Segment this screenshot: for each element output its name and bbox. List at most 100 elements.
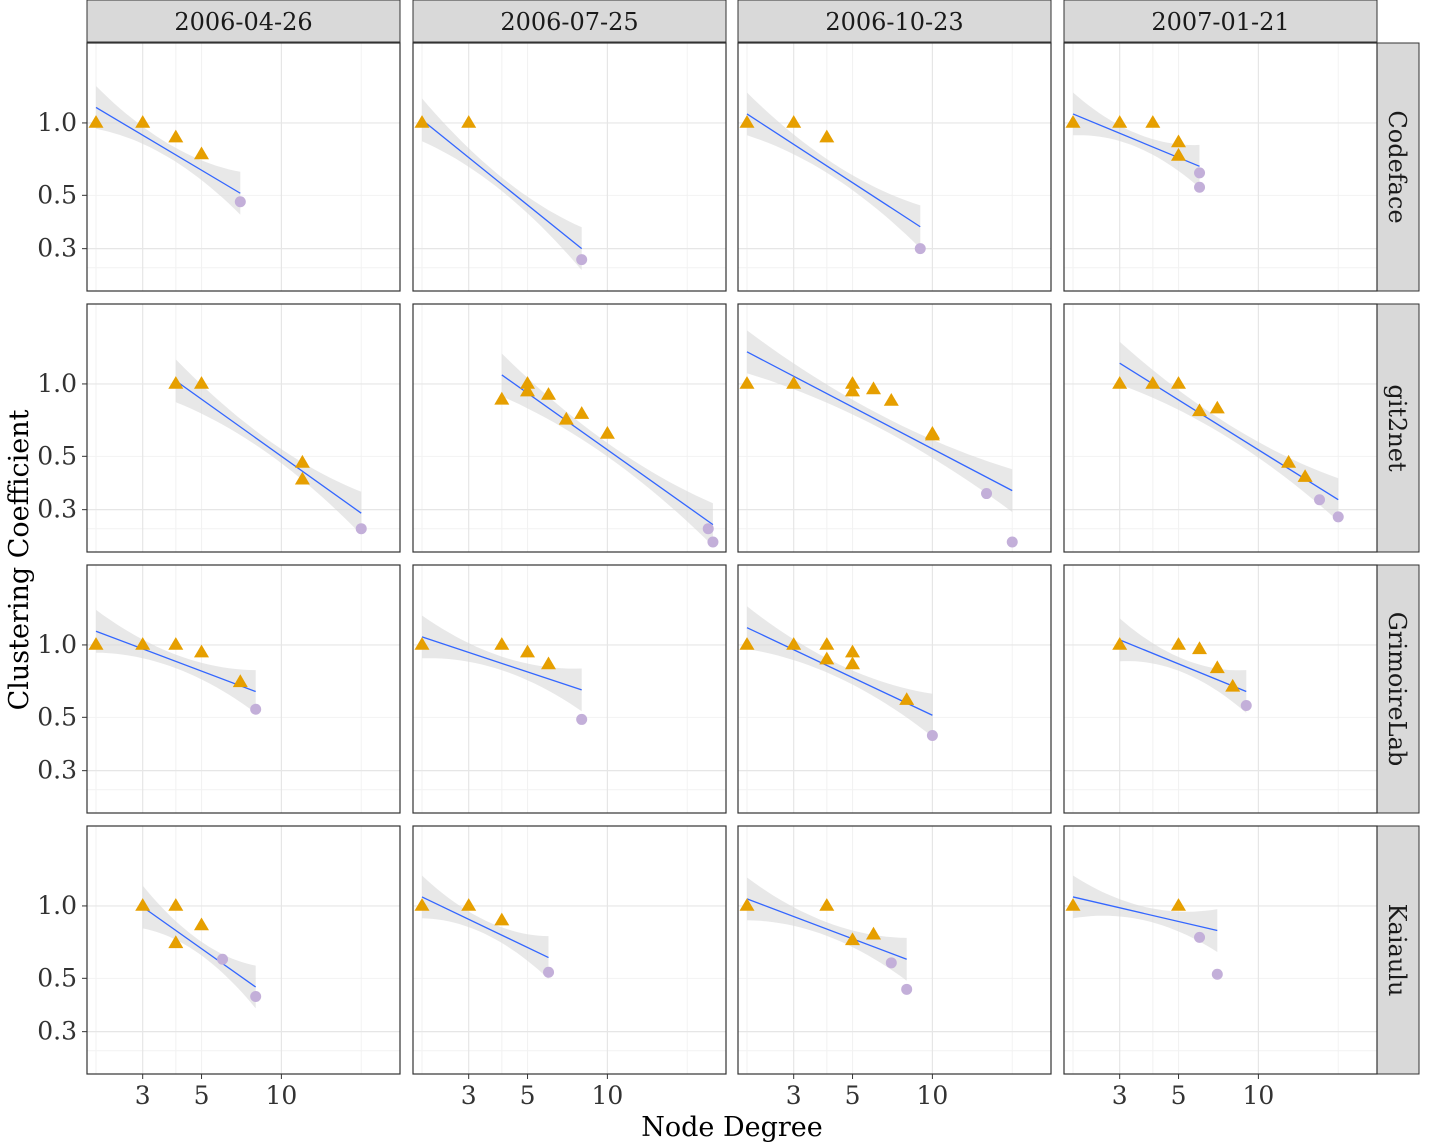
y-tick-label: 0.3: [37, 1017, 77, 1046]
data-point-triangle: [1112, 115, 1128, 128]
data-point-circle: [1194, 167, 1206, 179]
data-point-triangle: [558, 411, 574, 425]
fit-line: [501, 374, 714, 526]
panel: [412, 42, 727, 292]
fit-line: [1119, 639, 1247, 693]
fit-line: [746, 351, 1013, 492]
data-point-triangle: [88, 637, 104, 650]
data-point-triangle: [194, 644, 209, 658]
panel: [1063, 564, 1378, 814]
data-point-triangle: [786, 637, 802, 650]
data-point-triangle: [819, 898, 835, 911]
data-point-triangle: [1145, 115, 1161, 128]
panel: [412, 564, 727, 814]
panel: [737, 564, 1052, 814]
data-point-triangle: [845, 383, 860, 397]
data-point-triangle: [1171, 134, 1186, 148]
x-tick-label: 5: [845, 1081, 861, 1110]
data-point-triangle: [1171, 147, 1186, 161]
row-strip-label: GrimoireLab: [1383, 612, 1411, 767]
data-point-triangle: [232, 674, 248, 688]
data-point-triangle: [135, 898, 151, 911]
data-point-triangle: [414, 115, 430, 128]
data-point-circle: [707, 536, 719, 548]
panel-border: [86, 825, 401, 1075]
panel-background: [87, 43, 400, 291]
panel-border: [1063, 564, 1378, 814]
x-tick-label: 3: [461, 1081, 477, 1110]
data-point-triangle: [194, 376, 209, 389]
data-point-triangle: [845, 376, 860, 389]
panel: [1063, 303, 1378, 553]
data-point-circle: [885, 957, 897, 969]
data-point-triangle: [1281, 454, 1297, 468]
data-point-circle: [217, 953, 229, 965]
fit-line: [95, 630, 256, 693]
panel-border: [1063, 303, 1378, 553]
panel-border: [86, 303, 401, 553]
data-point-triangle: [739, 376, 755, 389]
data-point-triangle: [574, 406, 590, 419]
x-tick-label: 5: [520, 1081, 536, 1110]
y-tick-label: 0.3: [37, 234, 77, 263]
data-point-triangle: [1297, 469, 1313, 482]
y-tick-label: 1.0: [37, 108, 77, 137]
data-point-circle: [914, 243, 926, 255]
row-strip: [1376, 564, 1420, 814]
data-point-triangle: [541, 387, 556, 400]
panel-border: [737, 825, 1052, 1075]
x-axis-title: Node Degree: [641, 1112, 823, 1142]
fit-line: [175, 380, 362, 514]
data-point-triangle: [168, 637, 184, 650]
data-point-triangle: [786, 376, 802, 389]
data-point-circle: [576, 713, 588, 725]
data-point-circle: [576, 254, 588, 266]
y-tick-label: 0.5: [37, 963, 77, 992]
fit-line: [746, 627, 933, 716]
column-strip: [86, 0, 401, 43]
panel-border: [86, 42, 401, 292]
fit-line: [1072, 896, 1218, 932]
panel: [1063, 42, 1378, 292]
panel-background: [413, 826, 726, 1074]
row-strip-label: git2net: [1383, 384, 1411, 472]
fit-line: [421, 636, 582, 691]
data-point-triangle: [461, 898, 477, 911]
column-strip-label: 2006-04-26: [174, 8, 312, 36]
panel-border: [412, 42, 727, 292]
x-tick-label: 3: [786, 1081, 802, 1110]
panel: [412, 825, 727, 1075]
data-point-triangle: [520, 376, 535, 389]
data-point-triangle: [1192, 403, 1207, 417]
panel: [737, 42, 1052, 292]
y-axis-title: Clustering Coefficient: [4, 409, 35, 710]
data-point-triangle: [866, 381, 881, 395]
data-point-triangle: [883, 393, 899, 406]
data-point-triangle: [414, 898, 430, 911]
data-point-triangle: [294, 454, 310, 468]
data-point-triangle: [1171, 637, 1186, 650]
data-point-triangle: [135, 637, 151, 650]
data-point-circle: [1314, 494, 1326, 506]
data-point-triangle: [135, 115, 151, 128]
panel: [86, 303, 401, 553]
panel-background: [1064, 826, 1377, 1074]
panel-background: [87, 826, 400, 1074]
data-point-triangle: [845, 932, 860, 946]
data-point-triangle: [194, 146, 209, 160]
data-point-triangle: [294, 471, 310, 485]
panel: [86, 42, 401, 292]
panel-border: [86, 564, 401, 814]
column-strip-label: 2006-07-25: [500, 8, 638, 36]
data-point-triangle: [739, 637, 755, 650]
panel: [737, 303, 1052, 553]
data-point-circle: [702, 523, 714, 535]
column-strip: [737, 0, 1052, 43]
data-point-triangle: [494, 391, 510, 405]
data-point-triangle: [168, 935, 184, 949]
row-strip-label: Codeface: [1383, 110, 1411, 223]
panel-border: [1063, 825, 1378, 1075]
data-point-triangle: [1209, 660, 1225, 674]
fit-line: [95, 106, 241, 194]
y-tick-label: 0.5: [37, 441, 77, 470]
